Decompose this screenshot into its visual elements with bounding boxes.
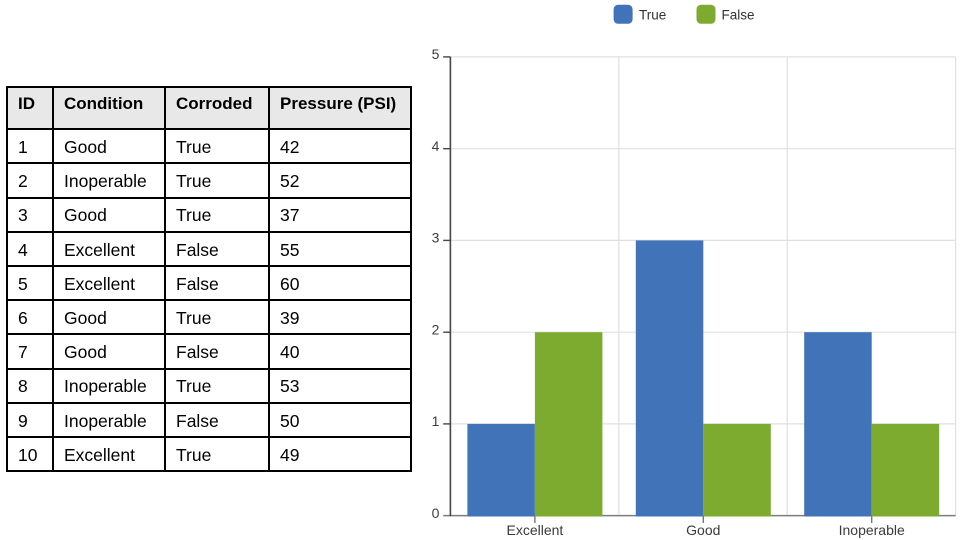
svg-text:False: False [722,8,755,23]
svg-text:1: 1 [432,413,440,429]
svg-text:4: 4 [432,138,440,154]
svg-text:True: True [639,8,666,23]
svg-text:0: 0 [432,505,440,521]
svg-text:5: 5 [432,46,440,62]
svg-text:3: 3 [432,230,440,246]
svg-text:Excellent: Excellent [506,522,563,538]
svg-text:Inoperable: Inoperable [839,522,905,538]
svg-text:Good: Good [686,522,720,538]
svg-text:2: 2 [432,322,440,338]
